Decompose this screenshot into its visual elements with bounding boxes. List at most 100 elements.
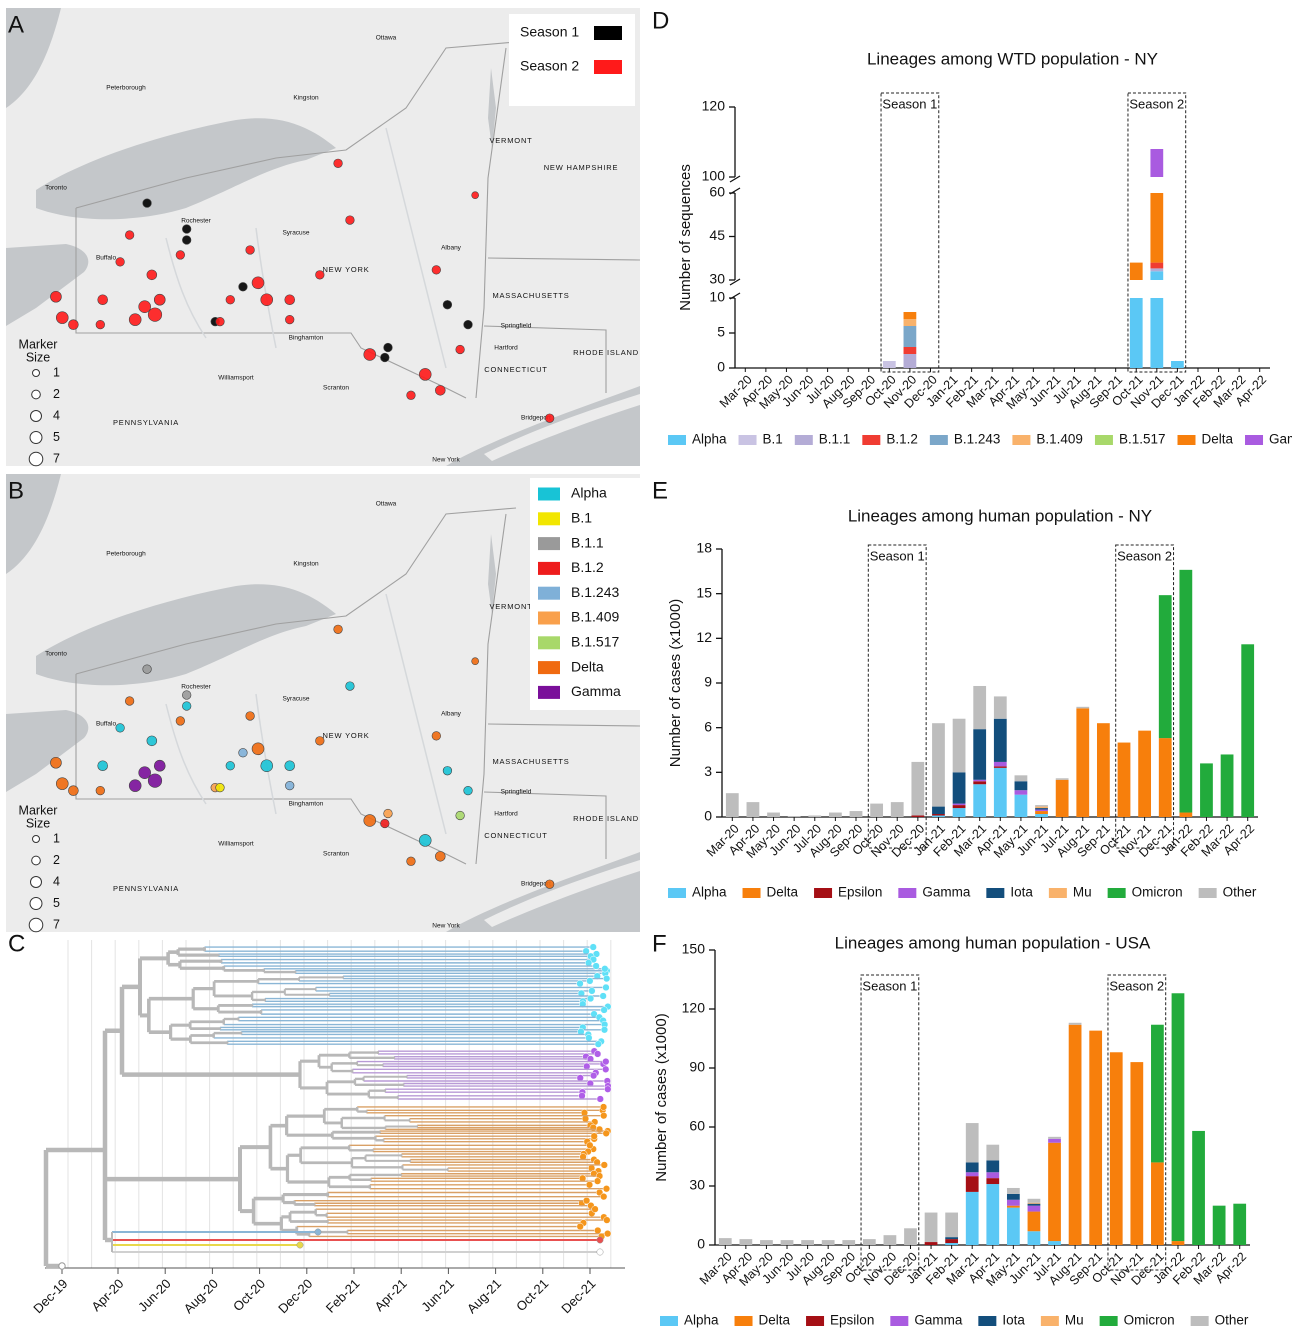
bar-segment xyxy=(973,729,986,780)
map-label: VERMONT xyxy=(489,602,532,611)
site-marker xyxy=(182,702,191,711)
y-tick-label: 150 xyxy=(682,941,706,957)
legend-label: Alpha xyxy=(684,1313,719,1328)
site-marker xyxy=(139,767,151,779)
site-marker xyxy=(443,766,452,775)
tree-tip xyxy=(604,1230,611,1237)
legend-swatch xyxy=(1095,435,1113,445)
marker-size-label: 4 xyxy=(53,408,60,422)
tree-tip xyxy=(601,1007,608,1014)
bar-segment xyxy=(1028,1212,1041,1232)
bar-segment xyxy=(1150,149,1163,177)
bar-segment xyxy=(842,1240,855,1245)
bar-segment xyxy=(953,805,966,808)
bar-segment xyxy=(994,696,1007,718)
bar-segment xyxy=(1048,1137,1061,1139)
tree-tip xyxy=(315,1229,321,1235)
bar-segment xyxy=(945,1213,958,1238)
bar-segment xyxy=(1151,1025,1164,1163)
bar-segment xyxy=(904,1228,917,1245)
bar-segment xyxy=(1171,361,1184,368)
legend-swatch xyxy=(978,1316,996,1326)
site-marker xyxy=(147,270,157,280)
site-marker xyxy=(56,778,68,790)
bar-segment xyxy=(932,723,945,806)
y-axis-label: Number of cases (x1000) xyxy=(667,599,684,767)
tree-tip xyxy=(603,984,610,991)
map-label: RHODE ISLAND xyxy=(573,814,639,823)
bar-segment xyxy=(986,1178,999,1184)
bar-segment xyxy=(1221,754,1234,817)
site-marker xyxy=(364,815,376,827)
bar-segment xyxy=(1007,1188,1020,1194)
bar-segment xyxy=(1130,263,1143,280)
bar-segment xyxy=(1150,263,1163,269)
map-label: NEW HAMPSHIRE xyxy=(544,163,619,172)
bar-segment xyxy=(953,808,966,817)
season-label: Season 1 xyxy=(882,96,937,111)
bar-segment xyxy=(1172,993,1185,1241)
site-marker xyxy=(148,774,162,788)
panel-letter: A xyxy=(8,11,24,38)
bar-segment xyxy=(1056,780,1069,817)
site-marker xyxy=(407,391,416,400)
bar-segment xyxy=(1035,811,1048,814)
tree-tip xyxy=(587,995,594,1002)
map-label: Buffalo xyxy=(96,255,117,262)
y-tick-label: 6 xyxy=(704,718,712,734)
site-marker xyxy=(129,314,141,326)
legend-swatch xyxy=(1041,1316,1059,1326)
site-marker xyxy=(68,320,78,330)
map-label: Hartford xyxy=(494,345,518,352)
bar-segment xyxy=(788,816,801,817)
tree-tip xyxy=(600,993,607,1000)
legend-label: B.1.1 xyxy=(571,534,604,550)
bar-segment xyxy=(1035,805,1048,806)
site-marker xyxy=(419,834,431,846)
tree-tip xyxy=(591,1133,598,1140)
legend-label: B.1.517 xyxy=(571,634,619,650)
site-marker xyxy=(216,317,225,326)
bar-segment xyxy=(904,312,917,319)
legend-label: Alpha xyxy=(692,885,727,900)
bar-segment xyxy=(719,1238,732,1245)
bar-segment xyxy=(1172,1241,1185,1245)
site-marker xyxy=(139,301,151,313)
legend-label: Epsilon xyxy=(838,885,882,900)
marker-size-key xyxy=(29,452,43,466)
site-marker xyxy=(384,343,393,352)
legend-swatch xyxy=(538,488,560,501)
legend-label: B.1 xyxy=(571,510,592,526)
legend-swatch xyxy=(743,888,761,898)
tree-tip xyxy=(589,987,596,994)
bar-segment xyxy=(1150,193,1163,263)
tree-tip xyxy=(603,975,610,982)
marker-size-key xyxy=(31,877,42,888)
tree-tip xyxy=(603,1185,610,1192)
bar-segment xyxy=(973,780,986,781)
legend-swatch xyxy=(594,26,622,40)
chart-title: Lineages among human population - NY xyxy=(848,506,1152,525)
y-tick-label: 120 xyxy=(682,1000,706,1016)
bar-segment xyxy=(1028,1231,1041,1245)
legend-label: Mu xyxy=(1065,1313,1084,1328)
map-label: NEW YORK xyxy=(322,731,369,740)
site-marker xyxy=(226,761,235,770)
season-label: Season 1 xyxy=(862,978,917,993)
tree-tip xyxy=(590,944,597,951)
y-tick-label: 18 xyxy=(696,540,712,556)
legend-label: Other xyxy=(1223,885,1257,900)
bar-segment xyxy=(808,816,821,817)
legend-label: B.1.243 xyxy=(571,584,619,600)
tree-tip xyxy=(602,1066,609,1073)
bar-segment xyxy=(1241,644,1254,817)
map-label: Rochester xyxy=(181,218,211,225)
bar-segment xyxy=(1007,1200,1020,1206)
bar-segment xyxy=(932,814,945,815)
tree-tip xyxy=(577,980,584,987)
site-marker xyxy=(116,258,125,267)
map-label: Albany xyxy=(441,245,462,252)
bar-segment xyxy=(1048,1143,1061,1241)
bar-segment xyxy=(1015,795,1028,817)
